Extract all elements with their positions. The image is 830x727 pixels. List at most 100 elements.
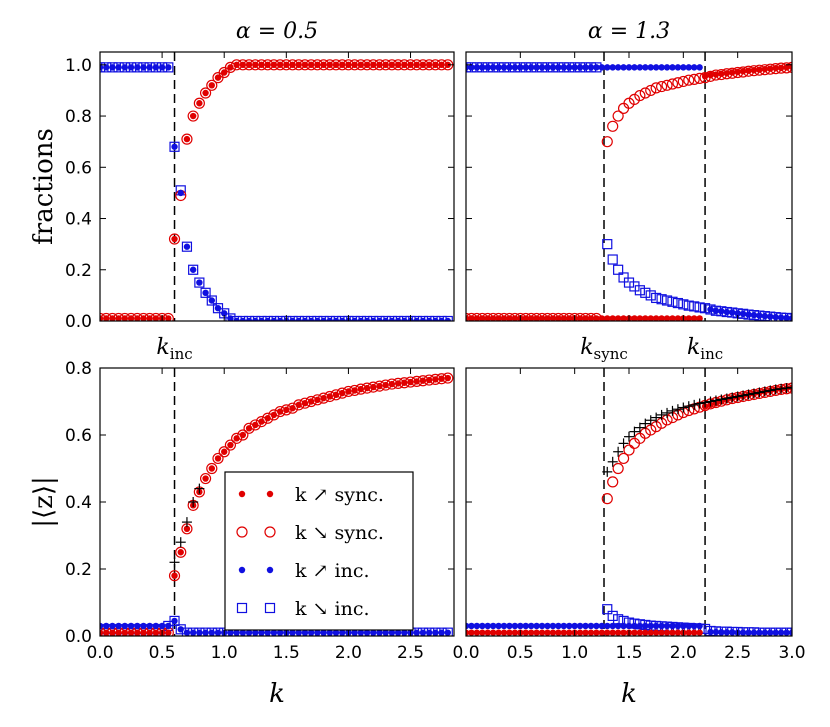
data-point bbox=[489, 315, 497, 321]
data-point bbox=[629, 281, 640, 292]
data-point bbox=[669, 315, 676, 321]
data-point bbox=[140, 64, 147, 71]
data-point bbox=[194, 483, 205, 494]
data-point bbox=[549, 315, 557, 321]
data-point bbox=[401, 629, 408, 636]
data-point bbox=[200, 287, 211, 298]
data-point bbox=[301, 61, 309, 69]
data-point bbox=[468, 622, 475, 630]
data-point bbox=[361, 315, 373, 321]
series-dot bbox=[100, 61, 451, 321]
data-point bbox=[601, 493, 613, 505]
data-point bbox=[614, 622, 622, 630]
data-point bbox=[607, 254, 618, 265]
data-point bbox=[233, 61, 240, 69]
data-point bbox=[318, 315, 329, 321]
data-point bbox=[694, 302, 705, 313]
series-square bbox=[466, 62, 792, 321]
data-point bbox=[320, 61, 327, 69]
data-point bbox=[484, 622, 491, 630]
data-point bbox=[593, 315, 600, 321]
data-point bbox=[650, 82, 662, 94]
data-point bbox=[283, 61, 290, 69]
data-point bbox=[312, 315, 323, 321]
data-point bbox=[712, 71, 720, 78]
data-point bbox=[351, 629, 358, 636]
data-point bbox=[484, 64, 491, 71]
data-point bbox=[750, 66, 758, 74]
data-point bbox=[276, 61, 284, 69]
data-point bbox=[756, 312, 763, 319]
data-point bbox=[227, 441, 234, 449]
data-point bbox=[642, 622, 649, 630]
data-point bbox=[283, 406, 290, 414]
data-point bbox=[432, 317, 439, 321]
data-point bbox=[642, 629, 649, 636]
data-point bbox=[511, 64, 519, 71]
data-point bbox=[206, 295, 217, 306]
data-point bbox=[202, 289, 209, 297]
data-point bbox=[301, 317, 309, 321]
data-point bbox=[293, 315, 304, 321]
x-tick-label: 2.0 bbox=[670, 643, 697, 663]
data-point bbox=[587, 315, 595, 321]
data-point bbox=[407, 378, 414, 386]
legend-entry: k ↘ sync. bbox=[236, 522, 384, 544]
data-point bbox=[430, 315, 441, 321]
data-point bbox=[620, 64, 627, 71]
data-point bbox=[158, 622, 166, 630]
data-point bbox=[689, 301, 700, 312]
data-point bbox=[401, 61, 408, 69]
data-point bbox=[442, 315, 453, 321]
y-tick-label: 0.8 bbox=[65, 359, 92, 379]
data-point bbox=[109, 629, 116, 636]
data-point bbox=[115, 64, 122, 71]
data-point bbox=[783, 64, 790, 71]
data-point bbox=[181, 517, 192, 528]
data-point bbox=[745, 629, 752, 636]
data-point bbox=[538, 64, 546, 71]
data-point bbox=[734, 68, 741, 76]
data-point bbox=[723, 70, 730, 77]
data-point bbox=[100, 315, 104, 321]
data-point bbox=[566, 629, 573, 636]
data-point bbox=[701, 73, 709, 80]
x-tick-label: 1.0 bbox=[561, 643, 588, 663]
panel-title: α = 1.3 bbox=[588, 19, 670, 44]
data-point bbox=[549, 622, 557, 630]
data-point bbox=[237, 429, 249, 441]
data-point bbox=[382, 381, 389, 389]
data-point bbox=[432, 61, 439, 69]
data-point bbox=[685, 622, 692, 630]
data-point bbox=[712, 307, 720, 314]
data-point bbox=[658, 64, 665, 71]
data-point bbox=[243, 422, 255, 434]
data-point bbox=[115, 315, 122, 321]
data-point bbox=[613, 446, 624, 457]
data-point bbox=[307, 629, 315, 636]
data-point bbox=[239, 61, 247, 69]
data-point bbox=[262, 315, 273, 321]
data-point bbox=[140, 629, 147, 636]
data-point bbox=[669, 629, 676, 636]
data-point bbox=[678, 402, 689, 413]
data-point bbox=[376, 61, 383, 69]
data-point bbox=[419, 377, 427, 384]
x-tick-label: 1.5 bbox=[273, 643, 300, 663]
data-point bbox=[152, 629, 160, 636]
data-point bbox=[388, 61, 396, 69]
series-dot bbox=[100, 617, 451, 636]
data-point bbox=[330, 315, 342, 321]
data-point bbox=[401, 317, 408, 321]
data-point bbox=[781, 383, 792, 394]
data-point bbox=[466, 622, 470, 630]
data-point bbox=[345, 388, 352, 395]
data-point bbox=[419, 629, 427, 636]
data-point bbox=[663, 629, 671, 636]
data-point bbox=[777, 314, 785, 321]
data-point bbox=[683, 300, 694, 311]
data-point bbox=[620, 629, 627, 636]
data-point bbox=[674, 315, 682, 321]
data-point bbox=[517, 622, 524, 630]
data-point bbox=[712, 628, 720, 636]
